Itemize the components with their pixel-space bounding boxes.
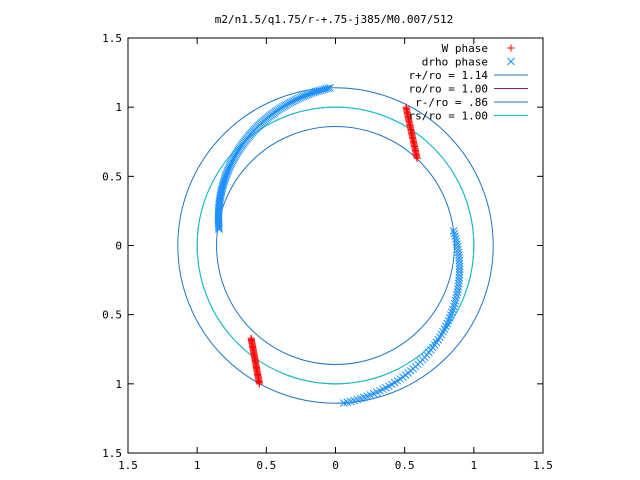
circle-0 — [177, 87, 494, 404]
y-tick-label: 0.5 — [102, 170, 122, 183]
legend-label: r-/ro = .86 — [415, 96, 488, 109]
data-point-148 — [449, 305, 457, 314]
data-point-88 — [219, 179, 228, 188]
data-series — [214, 84, 464, 407]
data-point-132 — [455, 259, 464, 268]
y-tick-label: 0 — [115, 240, 122, 253]
x-tick-label: 0 — [332, 459, 339, 472]
circle-2 — [216, 126, 455, 365]
data-point-79 — [255, 380, 263, 388]
data-point-144 — [452, 294, 460, 302]
data-point-131 — [455, 256, 464, 265]
data-point-117 — [214, 222, 223, 231]
x-tick-label: 1 — [194, 459, 201, 472]
legend-marker — [507, 44, 515, 52]
data-point-149 — [448, 308, 456, 317]
data-point-83 — [221, 172, 230, 181]
x-tick-label: 1 — [471, 459, 478, 472]
reference-circles — [177, 87, 494, 404]
data-point-145 — [451, 296, 460, 305]
data-point-121 — [450, 229, 459, 238]
y-tick-label: 1.5 — [102, 32, 122, 45]
y-tick-label: 1.5 — [102, 447, 122, 460]
data-point-122 — [451, 232, 460, 241]
x-tick-label: 0.5 — [256, 459, 276, 472]
x-axis-ticks: 1.5 1 0.5 0 0.5 1 1.5 — [118, 38, 553, 472]
legend-label: r+/ro = 1.14 — [409, 69, 489, 82]
legend-label: rs/ro = 1.00 — [409, 110, 488, 123]
data-point-146 — [450, 299, 459, 308]
legend-label: drho phase — [422, 56, 488, 69]
data-point-120 — [449, 227, 458, 235]
series-w-phase — [247, 103, 421, 388]
data-point-87 — [219, 178, 228, 187]
x-tick-label: 1.5 — [118, 459, 138, 472]
data-point-91 — [218, 184, 226, 193]
series-drho-phase — [214, 84, 464, 407]
legend-label: ro/ro = 1.00 — [409, 83, 488, 96]
x-tick-label: 0.5 — [395, 459, 415, 472]
data-point-119 — [215, 225, 223, 233]
data-point-135 — [455, 268, 464, 276]
data-point-147 — [449, 302, 458, 311]
data-point-194 — [339, 399, 348, 407]
y-tick-label: 1 — [115, 101, 122, 114]
data-point-150 — [446, 311, 455, 319]
data-point-84 — [221, 173, 230, 182]
data-point-134 — [455, 265, 464, 273]
legend-marker — [507, 57, 515, 66]
data-point-39 — [413, 154, 421, 162]
data-point-133 — [455, 262, 464, 271]
circle-3 — [196, 106, 475, 385]
x-tick-label: 1.5 — [533, 459, 553, 472]
y-axis-ticks: 1.5 1 0.5 0 0.5 1 1.5 — [102, 32, 543, 460]
data-point-118 — [215, 223, 223, 232]
data-point-86 — [220, 176, 229, 185]
data-point-89 — [219, 181, 227, 190]
y-tick-label: 1 — [115, 378, 122, 391]
data-point-85 — [220, 175, 229, 184]
legend-label: W phase — [442, 42, 488, 55]
y-tick-label: 0.5 — [102, 309, 122, 322]
data-point-143 — [452, 291, 461, 299]
data-point-90 — [218, 182, 227, 191]
chart-title: m2/n1.5/q1.75/r-+.75-j385/M0.007/512 — [215, 13, 453, 26]
data-point-92 — [217, 185, 226, 194]
